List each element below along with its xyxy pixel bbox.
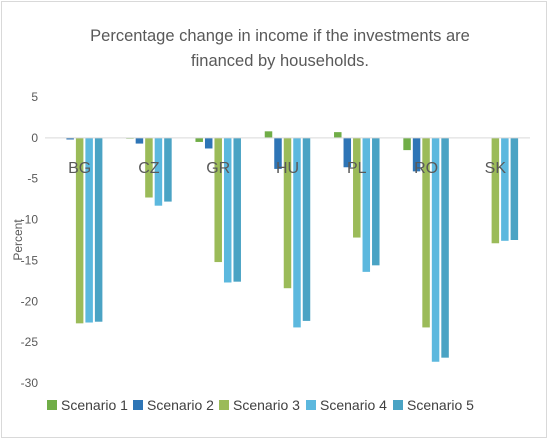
category-label-pl: PL	[347, 160, 367, 177]
legend-label-scenario-3: Scenario 3	[233, 397, 300, 413]
legend-swatch-scenario-4	[306, 400, 316, 410]
bar-pl-scenario-4	[362, 137, 371, 272]
category-label-gr: GR	[206, 160, 230, 177]
y-tick-label: 5	[31, 90, 38, 104]
bar-hu-scenario-3	[283, 137, 292, 289]
bar-pl-scenario-3	[353, 137, 361, 238]
bar-bg-scenario-5	[94, 137, 103, 322]
bar-ro-scenario-2	[412, 137, 421, 172]
bar-bg-scenario-4	[85, 137, 93, 323]
bar-gr-scenario-2	[204, 137, 213, 149]
category-label-hu: HU	[276, 160, 299, 177]
y-tick-label: -20	[21, 294, 39, 308]
legend-swatch-scenario-2	[133, 400, 143, 410]
bar-gr-scenario-4	[223, 137, 232, 283]
chart-title: Percentage change in income if the inves…	[90, 27, 470, 70]
bar-pl-scenario-2	[343, 137, 352, 168]
bar-hu-scenario-2	[274, 137, 282, 169]
bar-sk-scenario-5	[510, 137, 519, 240]
y-axis-label: Percent	[11, 219, 25, 261]
bar-cz-scenario-2	[135, 137, 144, 144]
bar-bg-scenario-2	[66, 137, 74, 140]
y-tick-label: -5	[27, 172, 38, 186]
category-label-bg: BG	[68, 160, 91, 177]
legend-label-scenario-2: Scenario 2	[147, 397, 214, 413]
y-tick-label: -30	[21, 376, 39, 390]
bar-ro-scenario-5	[441, 137, 449, 358]
legend-swatch-scenario-1	[47, 400, 57, 410]
bar-cz-scenario-5	[164, 137, 172, 202]
bar-sk-scenario-4	[501, 137, 509, 241]
bar-bg-scenario-3	[75, 137, 84, 324]
y-tick-label: -15	[21, 253, 39, 267]
legend-label-scenario-4: Scenario 4	[320, 397, 387, 413]
legend-label-scenario-5: Scenario 5	[407, 397, 474, 413]
bar-gr-scenario-3	[214, 137, 222, 263]
bar-hu-scenario-5	[302, 137, 311, 321]
legend-swatch-scenario-5	[393, 400, 403, 410]
bar-cz-scenario-3	[145, 137, 153, 198]
bar-ro-scenario-4	[431, 137, 440, 362]
bar-pl-scenario-1	[334, 132, 342, 138]
legend-label-scenario-1: Scenario 1	[61, 397, 128, 413]
legend-swatch-scenario-3	[219, 400, 229, 410]
y-tick-label: -10	[21, 213, 39, 227]
bar-ro-scenario-3	[422, 137, 430, 328]
bar-cz-scenario-4	[154, 137, 163, 206]
bar-gr-scenario-5	[233, 137, 241, 282]
category-label-sk: SK	[485, 160, 507, 177]
y-tick-label: -25	[21, 335, 39, 349]
bar-hu-scenario-1	[264, 131, 273, 138]
category-label-ro: RO	[414, 160, 438, 177]
bar-gr-scenario-1	[195, 137, 203, 142]
category-label-cz: CZ	[138, 160, 160, 177]
bar-sk-scenario-3	[491, 137, 500, 244]
bar-ro-scenario-1	[403, 137, 411, 151]
bar-pl-scenario-5	[372, 137, 380, 266]
bar-hu-scenario-4	[293, 137, 301, 328]
y-tick-label: 0	[31, 131, 38, 145]
